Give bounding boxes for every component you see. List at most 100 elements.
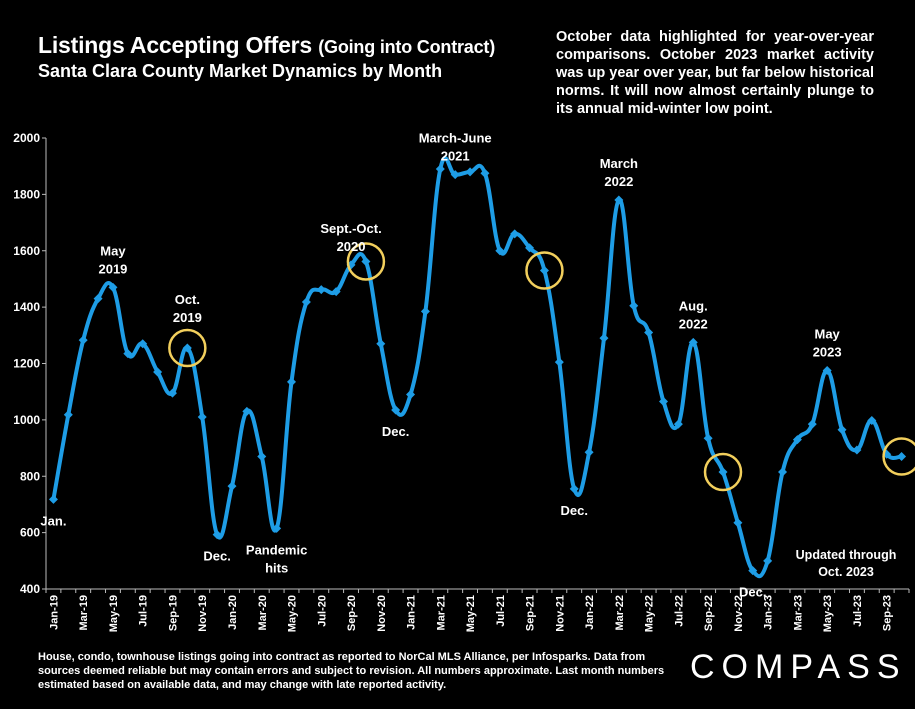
chart-annotation: 2020: [337, 239, 366, 254]
data-point-marker: [93, 294, 103, 304]
data-point-marker: [63, 410, 73, 420]
chart-annotation: 2019: [173, 310, 202, 325]
chart-annotation: 2023: [813, 345, 842, 360]
data-point-marker: [599, 333, 609, 343]
y-tick-label: 1600: [13, 244, 40, 258]
chart-annotation: 2021: [441, 149, 470, 164]
data-point-marker: [301, 297, 311, 307]
chart-annotation: Dec.: [560, 503, 587, 518]
data-point-marker: [123, 349, 133, 359]
data-point-marker: [212, 530, 222, 540]
x-tick-label: Jan-20: [227, 595, 239, 630]
data-point-marker: [629, 301, 639, 311]
updated-note: Updated through Oct. 2023: [790, 547, 902, 581]
x-tick-label: Mar-20: [257, 595, 269, 630]
y-tick-label: 2000: [13, 131, 40, 145]
chart-annotation: Oct.: [175, 292, 200, 307]
data-point-marker: [420, 306, 430, 316]
chart-annotation: May: [100, 243, 126, 258]
y-tick-label: 800: [20, 469, 40, 483]
x-tick-label: Nov-19: [197, 595, 209, 632]
data-point-marker: [867, 415, 877, 425]
data-point-marker: [763, 556, 773, 566]
data-point-marker: [792, 435, 802, 445]
data-point-marker: [807, 419, 817, 429]
updated-line-2: Oct. 2023: [818, 565, 874, 579]
data-point-marker: [778, 467, 788, 477]
chart-annotation: Jan.: [40, 513, 66, 528]
x-tick-label: Mar-21: [435, 595, 447, 630]
chart-annotation: Dec.: [203, 549, 230, 564]
data-point-marker: [658, 397, 668, 407]
x-tick-label: Sep-22: [703, 595, 715, 631]
x-tick-label: Jan-21: [406, 595, 418, 630]
data-point-marker: [569, 484, 579, 494]
chart-annotation: Aug.: [679, 298, 708, 313]
chart-title-suffix: (Going into Contract): [318, 37, 496, 57]
data-point-marker: [733, 518, 743, 528]
data-point-marker: [822, 366, 832, 376]
x-tick-label: Jul-21: [495, 595, 507, 627]
data-point-marker: [435, 164, 445, 174]
commentary-note: October data highlighted for year-over-y…: [556, 29, 874, 117]
chart-title-main: Listings Accepting Offers: [38, 32, 313, 58]
x-tick-label: Nov-22: [733, 595, 745, 632]
chart-annotation: Pandemic: [246, 542, 307, 557]
data-point-marker: [465, 167, 475, 177]
y-tick-label: 1400: [13, 300, 40, 314]
data-point-marker: [138, 339, 148, 349]
data-point-marker: [510, 229, 520, 239]
data-point-marker: [242, 406, 252, 416]
x-tick-label: Sep-23: [882, 595, 894, 631]
data-point-marker: [450, 170, 460, 180]
data-point-marker: [554, 357, 564, 367]
y-tick-label: 600: [20, 526, 40, 540]
highlight-circle: [882, 437, 915, 476]
chart-annotation: March: [600, 156, 638, 171]
x-tick-label: Jul-20: [316, 595, 328, 627]
chart-annotation: Dec.: [382, 424, 409, 439]
x-tick-label: May-19: [108, 595, 120, 632]
x-tick-label: Nov-20: [376, 595, 388, 632]
highlight-circle: [703, 452, 743, 492]
chart-annotation: 2022: [679, 316, 708, 331]
highlight-circle: [525, 251, 564, 290]
x-tick-label: Jul-23: [852, 595, 864, 627]
x-tick-label: Sep-19: [167, 595, 179, 631]
data-point-marker: [272, 523, 282, 533]
x-tick-label: May-23: [822, 595, 834, 632]
x-tick-label: Jan-22: [584, 595, 596, 630]
x-tick-label: Mar-23: [792, 595, 804, 630]
data-point-marker: [703, 433, 713, 443]
highlight-circle: [346, 242, 386, 281]
updated-line-1: Updated through: [795, 548, 897, 562]
chart-subtitle: Santa Clara County Market Dynamics by Mo…: [38, 61, 443, 81]
data-point-marker: [480, 168, 490, 178]
data-point-marker: [673, 419, 683, 429]
data-point-marker: [331, 287, 341, 297]
data-point-marker: [227, 481, 237, 491]
data-point-marker: [584, 447, 594, 457]
chart-title: Listings Accepting Offers (Going into Co…: [38, 32, 495, 59]
data-point-marker: [182, 343, 192, 353]
y-tick-label: 1200: [13, 357, 40, 371]
data-point-marker: [287, 377, 297, 387]
data-point-marker: [748, 566, 758, 576]
data-point-marker: [316, 285, 326, 295]
chart-annotation: Dec.: [739, 585, 766, 600]
data-point-marker: [718, 467, 728, 477]
chart-annotation: Sept.-Oct.: [320, 221, 381, 236]
x-tick-label: Jul-19: [138, 595, 150, 627]
chart-annotation: March-June: [419, 131, 492, 146]
x-tick-label: Jan-23: [763, 595, 775, 630]
data-point-marker: [257, 452, 267, 462]
y-tick-label: 1800: [13, 187, 40, 201]
compass-logo: COMPASS: [690, 648, 907, 686]
highlight-circle: [168, 328, 207, 368]
data-point-marker: [197, 412, 207, 422]
x-tick-label: Sep-21: [525, 595, 537, 631]
data-point-marker: [525, 243, 535, 253]
data-point-marker: [153, 367, 163, 377]
data-point-marker: [48, 494, 58, 504]
